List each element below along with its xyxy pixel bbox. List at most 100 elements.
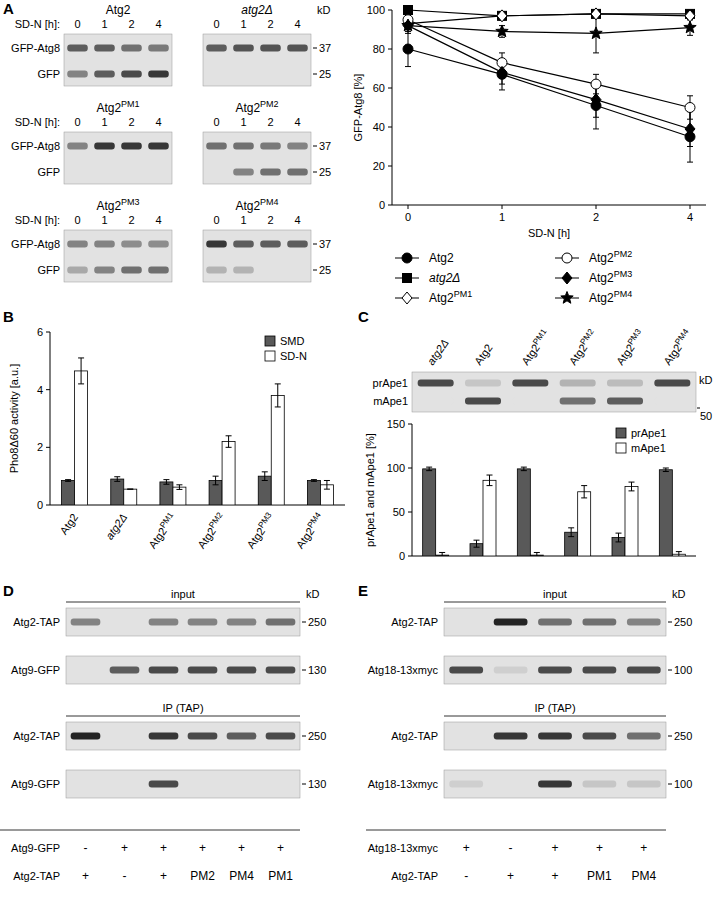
kd-tick [668, 736, 672, 737]
y-tick [408, 556, 412, 557]
band [627, 781, 661, 788]
error-line [584, 486, 585, 498]
condition-value: - [509, 841, 513, 855]
error-cap [311, 479, 317, 480]
condition-value: + [551, 841, 558, 855]
y-tick [408, 512, 412, 513]
blot-title: atg2Δ [241, 3, 272, 17]
bar [271, 395, 284, 505]
kd-value: 25 [319, 264, 331, 276]
error-line [678, 552, 679, 556]
row-label: GFP [37, 68, 60, 80]
error-bar [487, 475, 493, 486]
error-cap [499, 52, 505, 53]
row-label: GFP-Atg8 [11, 42, 60, 54]
error-cap [499, 89, 505, 90]
band [71, 733, 101, 740]
y-axis [50, 332, 51, 505]
error-bar [176, 485, 182, 490]
condition-value: + [199, 841, 206, 855]
band [538, 667, 572, 674]
lane-label: 2 [267, 18, 273, 30]
error-cap [687, 162, 693, 163]
error-line [117, 477, 118, 482]
section-rule [66, 716, 300, 717]
kd-tick [313, 146, 317, 147]
error-cap [474, 540, 480, 541]
kd-tick [668, 622, 672, 623]
band [512, 380, 548, 387]
y-tick-label: 4 [37, 384, 43, 396]
error-bar [534, 552, 540, 556]
band [583, 667, 617, 674]
band [449, 667, 483, 674]
x-axis [50, 505, 345, 506]
error-line [665, 468, 666, 472]
bar [423, 469, 436, 556]
blot-strip [203, 132, 311, 184]
legend-swatch [616, 443, 626, 453]
y-tick [408, 424, 412, 425]
row-label: GFP [37, 166, 60, 178]
blot-strip [64, 230, 172, 282]
blot-strip [66, 608, 300, 636]
y-tick [388, 127, 392, 128]
panel-label: C [358, 308, 369, 325]
section-rule [444, 716, 666, 717]
band [121, 169, 142, 176]
condition-value: PM2 [190, 869, 215, 883]
bar [659, 470, 672, 556]
band [149, 781, 179, 788]
lane-label: 4 [294, 116, 300, 128]
bar [307, 480, 320, 505]
condition-value: + [82, 869, 89, 883]
time-label: SD-N [h]: [15, 18, 60, 30]
lane-label: 4 [294, 214, 300, 226]
x-tick-label: 0 [405, 211, 411, 223]
kd-value: 50 [700, 410, 712, 422]
legend-marker [562, 272, 572, 284]
error-cap [616, 533, 622, 534]
error-cap [499, 37, 505, 38]
x-tick-label: Atg2PM4 [292, 510, 326, 551]
band [188, 781, 218, 788]
lane-label: 4 [155, 18, 161, 30]
band [287, 267, 308, 274]
condition-value: - [464, 869, 468, 883]
section-rule [66, 602, 300, 603]
time-label: SD-N [h]: [15, 116, 60, 128]
error-cap [78, 383, 84, 384]
band [607, 380, 643, 387]
row-label: Atg2-TAP [13, 616, 60, 628]
bar [222, 442, 235, 505]
band [449, 733, 483, 740]
plot-area [402, 6, 696, 163]
band [233, 45, 254, 52]
legend-marker [562, 253, 572, 263]
band [188, 733, 218, 740]
section-title: input [543, 588, 567, 600]
band [560, 380, 596, 387]
row-label: GFP-Atg8 [11, 140, 60, 152]
error-cap [593, 128, 599, 129]
error-line [476, 540, 477, 547]
bar [483, 480, 496, 556]
error-bar [213, 476, 219, 485]
row-label: Atg2-TAP [391, 730, 438, 742]
error-cap [405, 66, 411, 67]
error-line [277, 384, 278, 407]
error-line [81, 358, 82, 384]
kd-value: 130 [308, 778, 326, 790]
error-bar [114, 477, 120, 482]
plot-area [62, 358, 334, 505]
blot-strip [64, 34, 172, 86]
lane-label: Atg2PM2 [565, 327, 599, 368]
marker [404, 6, 413, 15]
marker [685, 103, 695, 113]
marker [591, 79, 601, 89]
band [94, 241, 115, 248]
panel-label: A [3, 0, 14, 17]
row-label: Atg2-TAP [391, 616, 438, 628]
band [538, 619, 572, 626]
error-cap [324, 489, 330, 490]
